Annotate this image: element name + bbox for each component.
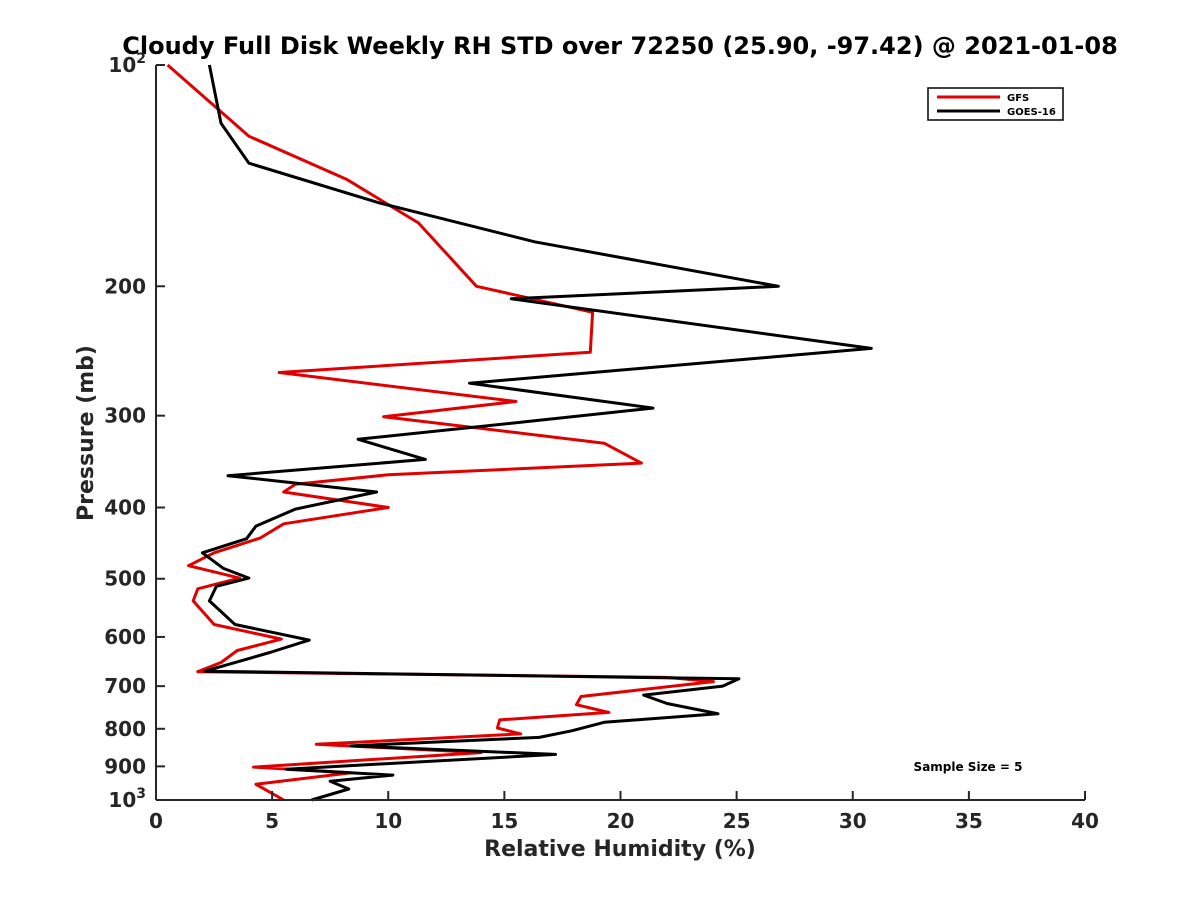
y-tick-label: 200 xyxy=(104,274,146,298)
y-tick-label: 700 xyxy=(104,674,146,698)
y-tick-label: 102 xyxy=(108,51,146,77)
y-tick-label: 400 xyxy=(104,496,146,520)
y-tick-label: 500 xyxy=(104,567,146,591)
y-tick-label: 300 xyxy=(104,404,146,428)
x-ticks: 0 5 10 15 20 25 30 35 40 xyxy=(149,791,1099,833)
x-tick-label: 40 xyxy=(1071,809,1099,833)
y-tick-label: 800 xyxy=(104,717,146,741)
x-tick-label: 20 xyxy=(607,809,635,833)
legend-label: GOES-16 xyxy=(1007,107,1056,118)
y-tick-label: 900 xyxy=(104,754,146,778)
x-tick-label: 15 xyxy=(490,809,518,833)
y-ticks: 102 200 300 400 500 600 700 800 900 103 xyxy=(104,51,165,812)
x-tick-label: 5 xyxy=(265,809,279,833)
legend-label: GFS xyxy=(1007,93,1029,104)
legend-box xyxy=(927,87,1064,121)
x-tick-label: 10 xyxy=(374,809,402,833)
x-tick-label: 25 xyxy=(723,809,751,833)
x-tick-label: 0 xyxy=(149,809,163,833)
series-layer xyxy=(166,63,873,802)
x-tick-label: 30 xyxy=(839,809,867,833)
y-tick-label: 600 xyxy=(104,625,146,649)
series-line-gfs xyxy=(166,63,715,802)
legend: GFS GOES-16 xyxy=(927,87,1064,121)
y-tick-label: 103 xyxy=(108,786,146,812)
sample-size-annotation: Sample Size = 5 xyxy=(914,760,1023,774)
series-line-goes-16 xyxy=(200,64,873,802)
chart-title: Cloudy Full Disk Weekly RH STD over 7225… xyxy=(122,32,1118,60)
x-tick-label: 35 xyxy=(955,809,983,833)
y-axis-label: Pressure (mb) xyxy=(74,345,99,521)
x-axis-label: Relative Humidity (%) xyxy=(484,837,756,862)
